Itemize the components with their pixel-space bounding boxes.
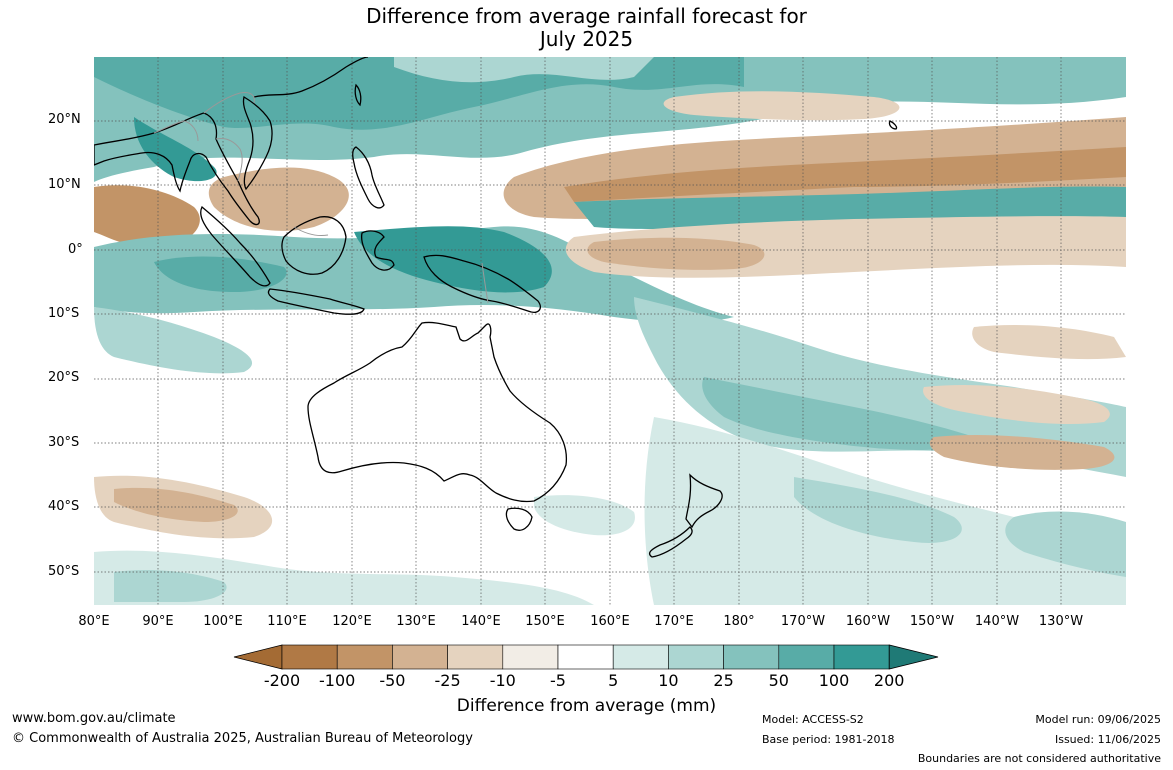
- issued-date: Issued: 11/06/2025: [1054, 733, 1161, 746]
- taiwan-coastline: [354, 83, 362, 107]
- colorbar-tick-label: -25: [434, 671, 461, 690]
- lat-label-equator: 0°: [68, 242, 83, 257]
- colorbar-swatch: [502, 644, 559, 670]
- colorbar-tick-label: 100: [818, 671, 850, 690]
- colorbar-extender-high: [888, 644, 939, 670]
- lat-label-50s: 50°S: [48, 564, 80, 579]
- base-period: Base period: 1981-2018: [762, 733, 895, 746]
- colorbar-tick-label: 200: [873, 671, 905, 690]
- lon-label-150w: 150°W: [909, 614, 955, 629]
- colorbar-tick-label: 50: [768, 671, 789, 690]
- sulawesi-coastline: [360, 230, 395, 271]
- colorbar-tick-label: -50: [379, 671, 406, 690]
- colorbar-swatch: [392, 644, 448, 670]
- lon-label-110e: 110°E: [267, 614, 307, 629]
- colorbar-swatches: [233, 644, 939, 670]
- copyright-notice: © Commonwealth of Australia 2025, Austra…: [12, 731, 473, 746]
- colorbar-tick-label: -10: [489, 671, 516, 690]
- lon-label-80e: 80°E: [78, 614, 110, 629]
- colorbar-swatch: [557, 644, 614, 670]
- lon-label-170e: 170°E: [654, 614, 694, 629]
- lon-label-130e: 130°E: [396, 614, 436, 629]
- map-title-line1: Difference from average rainfall forecas…: [366, 4, 807, 28]
- colorbar-tick-label: -200: [263, 671, 301, 690]
- new-zealand-coastline: [685, 473, 723, 529]
- lon-label-160w: 160°W: [845, 614, 891, 629]
- anomaly-field: [94, 57, 1126, 605]
- graticule: [94, 57, 1126, 605]
- australia-coastline: [307, 321, 568, 503]
- colorbar-tick-label: -5: [550, 671, 566, 690]
- colorbar-swatch: [668, 644, 724, 670]
- lon-label-140w: 140°W: [974, 614, 1020, 629]
- boundaries-disclaimer: Boundaries are not considered authoritat…: [917, 752, 1161, 765]
- sumatra-coastline: [200, 205, 271, 287]
- china-coastline: [253, 57, 369, 98]
- new-guinea-coastline: [423, 254, 542, 313]
- colorbar-swatch: [281, 644, 338, 670]
- tasmania-coastline: [505, 507, 533, 531]
- colorbar-swatch: [833, 644, 890, 670]
- model-name: Model: ACCESS-S2: [762, 713, 864, 726]
- country-borders: [153, 92, 489, 304]
- bom-url: www.bom.gov.au/climate: [12, 711, 176, 726]
- colorbar-swatch: [778, 644, 835, 670]
- coastlines: [94, 57, 898, 558]
- colorbar-swatch: [336, 644, 393, 670]
- colorbar-swatch: [447, 644, 504, 670]
- colorbar-swatch: [612, 644, 669, 670]
- rainfall-anomaly-map: [94, 57, 1126, 605]
- lat-label-20s: 20°S: [48, 370, 80, 385]
- map-title-line2: July 2025: [539, 27, 634, 51]
- java-coastline: [267, 288, 365, 315]
- lon-label-160e: 160°E: [590, 614, 630, 629]
- colorbar-swatch: [723, 644, 780, 670]
- indochina-coastline: [242, 95, 273, 191]
- hawaii-coastline: [888, 120, 898, 130]
- lat-label-30s: 30°S: [48, 435, 80, 450]
- lon-label-100e: 100°E: [203, 614, 243, 629]
- lon-label-140e: 140°E: [461, 614, 501, 629]
- lat-label-40s: 40°S: [48, 499, 80, 514]
- lat-label-20n: 20°N: [48, 112, 81, 127]
- lat-label-10n: 10°N: [48, 177, 81, 192]
- lon-label-130w: 130°W: [1038, 614, 1084, 629]
- colorbar-tick-label: 5: [608, 671, 619, 690]
- lat-label-10s: 10°S: [48, 306, 80, 321]
- lon-label-150e: 150°E: [525, 614, 565, 629]
- colorbar-tick-label: 10: [658, 671, 679, 690]
- colorbar-label: Difference from average (mm): [456, 696, 717, 716]
- colorbar: [233, 644, 939, 670]
- lon-label-120e: 120°E: [332, 614, 372, 629]
- philippines-coastline: [352, 146, 385, 209]
- lon-label-170w: 170°W: [780, 614, 826, 629]
- colorbar-tick-label: 25: [713, 671, 734, 690]
- colorbar-tick-label: -100: [319, 671, 356, 690]
- model-run-date: Model run: 09/06/2025: [1035, 713, 1161, 726]
- new-zealand-south-coastline: [648, 526, 693, 558]
- lon-label-90e: 90°E: [142, 614, 174, 629]
- colorbar-extender-low: [233, 644, 283, 670]
- lon-label-180: 180°: [723, 614, 755, 629]
- southeast-asia-coastline: [94, 112, 260, 226]
- borneo-coastline: [281, 216, 347, 275]
